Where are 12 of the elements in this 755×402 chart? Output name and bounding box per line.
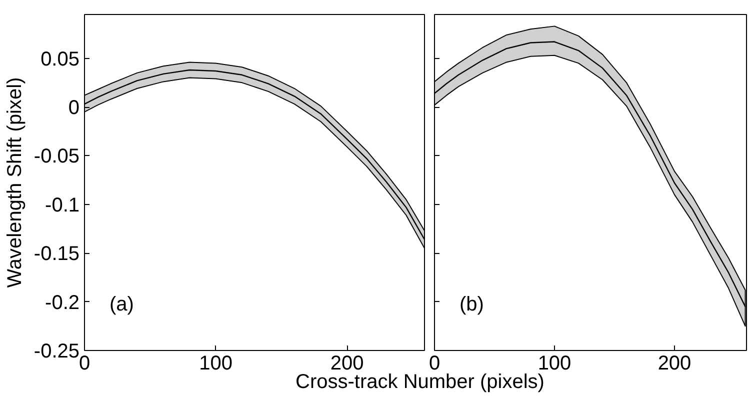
y-axis-title: Wavelength Shift (pixel) xyxy=(4,77,26,288)
y-tick-label: -0.1 xyxy=(45,194,80,216)
x-tick-label: 200 xyxy=(658,352,692,374)
y-tick-label: 0 xyxy=(68,97,80,120)
y-tick-label: -0.15 xyxy=(34,243,80,266)
x-tick-label: 100 xyxy=(199,352,232,374)
y-tick-label: 0.05 xyxy=(40,48,80,70)
annotation: (b) xyxy=(460,294,484,316)
annotation: (a) xyxy=(110,294,134,316)
y-tick-label: -0.05 xyxy=(34,146,80,168)
y-tick-label: -0.2 xyxy=(45,292,80,314)
y-tick-label: -0.25 xyxy=(34,340,80,362)
